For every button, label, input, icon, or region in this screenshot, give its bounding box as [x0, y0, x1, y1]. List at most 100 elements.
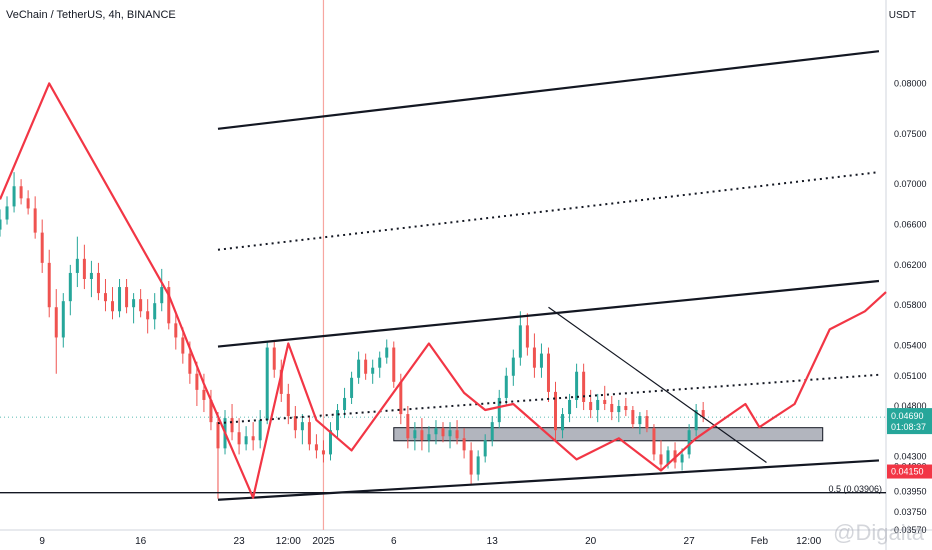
y-tick-label: 0.08000 — [894, 78, 927, 88]
candle-body — [195, 373, 199, 390]
candle-body — [174, 323, 178, 338]
countdown-label: 01:08:37 — [891, 422, 926, 432]
y-tick-label: 0.04800 — [894, 401, 927, 411]
candle-body — [659, 454, 663, 465]
candle-body — [406, 414, 410, 439]
candle-body — [687, 430, 691, 455]
candle-body — [638, 416, 642, 425]
candle-body — [392, 347, 396, 382]
candle-body — [286, 393, 290, 417]
candle-body — [350, 377, 354, 398]
x-tick-label: 6 — [391, 536, 397, 547]
channel-line — [217, 50, 880, 130]
candle-body — [160, 287, 164, 304]
candle-body — [364, 359, 368, 374]
candle-body — [399, 381, 403, 415]
candle-body — [300, 422, 304, 431]
candle-body — [47, 262, 51, 308]
candle-body — [455, 430, 459, 439]
candle-body — [554, 391, 558, 431]
candle-body — [525, 325, 529, 348]
candle-body — [441, 428, 445, 437]
candle-body — [216, 422, 220, 449]
candle-body — [26, 198, 30, 209]
candle-body — [575, 371, 579, 400]
watermark: @Digaita — [833, 520, 924, 545]
y-tick-label: 0.03950 — [894, 487, 927, 497]
candle-body — [483, 440, 487, 457]
y-tick-label: 0.05100 — [894, 371, 927, 381]
candle-body — [5, 206, 9, 220]
x-tick-label: 12:00 — [796, 536, 821, 547]
candle-body — [125, 287, 129, 308]
candle-body — [336, 410, 340, 431]
candle-body — [476, 456, 480, 475]
channel-midline — [217, 373, 880, 425]
candle-body — [617, 406, 621, 413]
candle-body — [314, 444, 318, 451]
candle-body — [0, 219, 2, 230]
candle-body — [307, 422, 311, 445]
candle-body — [251, 436, 255, 441]
y-tick-label: 0.05800 — [894, 300, 927, 310]
candle-body — [258, 420, 262, 441]
candle-body — [511, 357, 515, 376]
candle-body — [96, 272, 100, 294]
candle-body — [321, 450, 325, 455]
candle-body — [652, 428, 656, 455]
candle-body — [209, 399, 213, 423]
candle-body — [118, 287, 122, 312]
candle-body — [230, 418, 234, 433]
candle-body — [378, 357, 382, 368]
candle-body — [490, 422, 494, 441]
candle-body — [701, 410, 705, 418]
candle-body — [54, 307, 58, 338]
candle-body — [680, 454, 684, 463]
candle-body — [469, 450, 473, 475]
candle-body — [146, 311, 150, 320]
candle-body — [357, 359, 361, 378]
candle-body — [539, 353, 543, 368]
y-tick-label: 0.07500 — [894, 129, 927, 139]
candle-body — [328, 430, 332, 455]
candle-body — [596, 399, 600, 411]
candle-body — [413, 430, 417, 439]
candle-body — [68, 272, 72, 302]
candle-body — [568, 399, 572, 415]
y-tick-label: 0.03570 — [894, 525, 927, 535]
candle-body — [624, 406, 628, 411]
support-zone-rect — [393, 427, 824, 442]
candle-body — [645, 416, 649, 429]
x-tick-label: 2025 — [312, 536, 335, 547]
y-tick-label: 0.06600 — [894, 220, 927, 230]
y-tick-label: 0.04300 — [894, 451, 927, 461]
candle-body — [448, 430, 452, 437]
candle-body — [272, 347, 276, 370]
candle-body — [111, 301, 115, 312]
candle-body — [610, 403, 614, 413]
current-price-label: 0.04690 — [891, 411, 924, 421]
candle-body — [518, 325, 522, 358]
candle-body — [293, 416, 297, 431]
candle-body — [19, 186, 23, 199]
x-tick-label: 27 — [684, 536, 696, 547]
candle-body — [694, 410, 698, 431]
candle-body — [385, 347, 389, 358]
candle-body — [61, 301, 65, 338]
candle-body — [244, 436, 248, 445]
candle-body — [103, 293, 107, 302]
candle-body — [462, 438, 466, 451]
candle-body — [343, 397, 347, 411]
candle-body — [631, 410, 635, 425]
x-tick-label: 12:00 — [276, 536, 301, 547]
candle-body — [202, 389, 206, 400]
zigzag-pattern-line — [0, 82, 887, 499]
y-tick-label: 0.07000 — [894, 179, 927, 189]
candle-body — [434, 428, 438, 435]
channel-line — [217, 459, 880, 501]
candle-body — [132, 299, 136, 308]
x-tick-label: 23 — [234, 536, 246, 547]
candle-body — [237, 432, 241, 445]
